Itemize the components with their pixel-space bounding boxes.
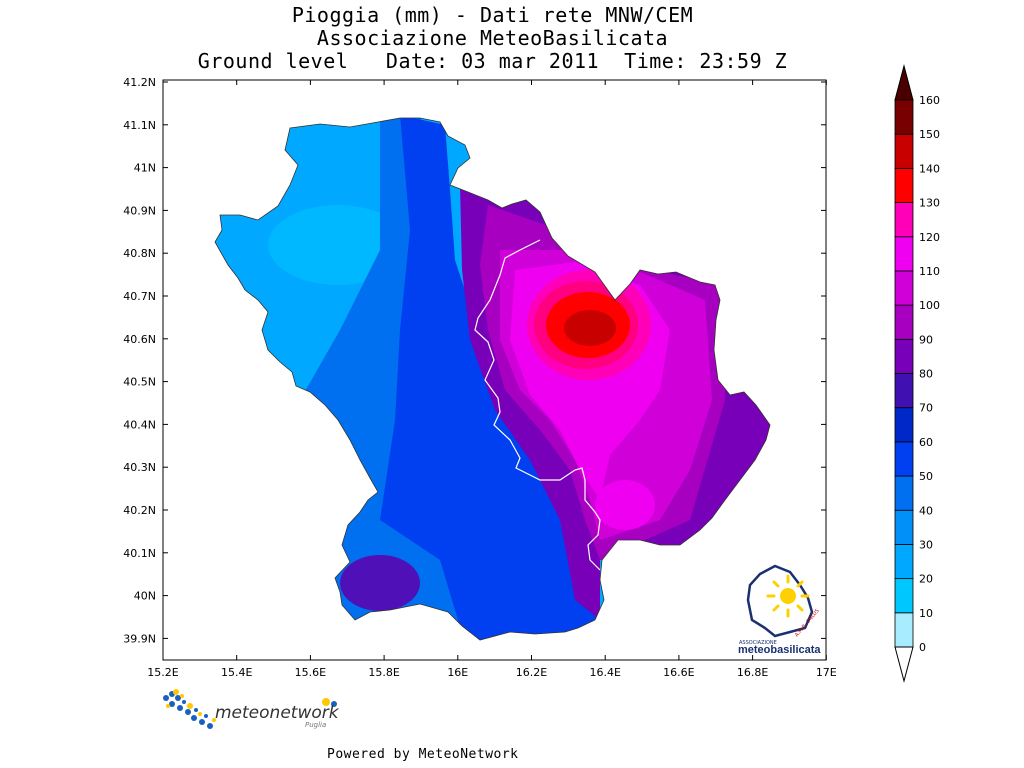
lat-label: 40N <box>134 590 156 603</box>
colorbar-segment <box>894 202 914 238</box>
logo-assoc-text: ASSOCIAZIONE <box>739 640 777 646</box>
colorbar-label: 0 <box>919 641 926 654</box>
colorbar-label: 50 <box>919 470 933 483</box>
lat-label: 40.9N <box>123 204 156 217</box>
logo-brand-text: meteobasilicata <box>738 644 821 656</box>
lon-label: 16.2E <box>516 666 547 679</box>
lon-label: 16.4E <box>589 666 620 679</box>
lon-label: 16.8E <box>737 666 768 679</box>
region-outline <box>214 117 771 641</box>
colorbar-segment <box>894 544 914 580</box>
colorbar-segment <box>894 441 914 477</box>
colorbar-segment <box>894 304 914 340</box>
colorbar-label: 140 <box>919 162 940 175</box>
longitude-axis: 15.2E 15.4E 15.6E 15.8E 16E 16.2E 16.4E 16.6E 16… <box>147 80 837 679</box>
colorbar-label: 10 <box>919 607 933 620</box>
colorbar-segment <box>894 236 914 272</box>
colorbar-label: 20 <box>919 573 933 586</box>
lat-label: 40.3N <box>123 461 156 474</box>
latitude-axis: 41.2N 41.1N 41N 40.9N 40.8N 40.7N 40.6N 40.5N 40… <box>123 76 826 645</box>
colorbar: 0 10 20 30 40 50 60 70 80 90 100 110 120 130 140 150 160 <box>894 64 940 683</box>
lat-label: 41.2N <box>123 76 156 89</box>
lon-label: 15.6E <box>295 666 326 679</box>
meteonetwork-wordmark: meteonetwork <box>215 703 339 723</box>
province-boundary <box>474 239 601 571</box>
lat-label: 41N <box>134 162 156 175</box>
colorbar-min-arrow <box>894 646 914 683</box>
powered-by-text: Powered by MeteoNetwork <box>327 747 519 762</box>
lon-label: 15.8E <box>368 666 399 679</box>
colorbar-segment <box>894 509 914 545</box>
lon-label: 17E <box>816 666 837 679</box>
colorbar-segment <box>894 407 914 443</box>
colorbar-segment <box>894 475 914 511</box>
colorbar-segment <box>894 270 914 306</box>
map-subtitle: Associazione MeteoBasilicata <box>316 26 669 50</box>
colorbar-label: 100 <box>919 299 940 312</box>
colorbar-segment <box>894 373 914 409</box>
lat-label: 40.8N <box>123 247 156 260</box>
lat-label: 40.2N <box>123 504 156 517</box>
lon-label: 16.6E <box>663 666 694 679</box>
lon-label: 16E <box>447 666 468 679</box>
lon-label: 15.4E <box>221 666 252 679</box>
colorbar-label: 60 <box>919 436 933 449</box>
colorbar-label: 150 <box>919 128 940 141</box>
colorbar-label: 70 <box>919 402 933 415</box>
lat-label: 40.6N <box>123 333 156 346</box>
colorbar-label: 90 <box>919 333 933 346</box>
colorbar-label: 110 <box>919 265 940 278</box>
lon-label: 15.2E <box>147 666 178 679</box>
colorbar-label: 40 <box>919 504 933 517</box>
colorbar-segment <box>894 133 914 169</box>
colorbar-label: 80 <box>919 368 933 381</box>
colorbar-segment <box>894 99 914 135</box>
lat-label: 41.1N <box>123 119 156 132</box>
lat-label: 40.1N <box>123 547 156 560</box>
lat-label: 40.4N <box>123 418 156 431</box>
colorbar-label: 30 <box>919 538 933 551</box>
colorbar-segment <box>894 167 914 203</box>
lat-label: 40.7N <box>123 290 156 303</box>
lat-label: 40.5N <box>123 376 156 389</box>
colorbar-segment <box>894 338 914 374</box>
meteonetwork-logo <box>163 689 337 729</box>
colorbar-segment <box>894 612 914 648</box>
colorbar-segment <box>894 578 914 614</box>
colorbar-label: 130 <box>919 197 940 210</box>
lat-label: 39.9N <box>123 632 156 645</box>
colorbar-max-arrow <box>894 64 914 101</box>
colorbar-label: 160 <box>919 94 940 107</box>
map-title: Pioggia (mm) - Dati rete MNW/CEM <box>291 3 694 27</box>
meteonetwork-subtitle: Puglia <box>305 721 327 729</box>
map-datetime: Ground level Date: 03 mar 2011 Time: 23:… <box>197 49 788 73</box>
colorbar-label: 120 <box>919 231 940 244</box>
